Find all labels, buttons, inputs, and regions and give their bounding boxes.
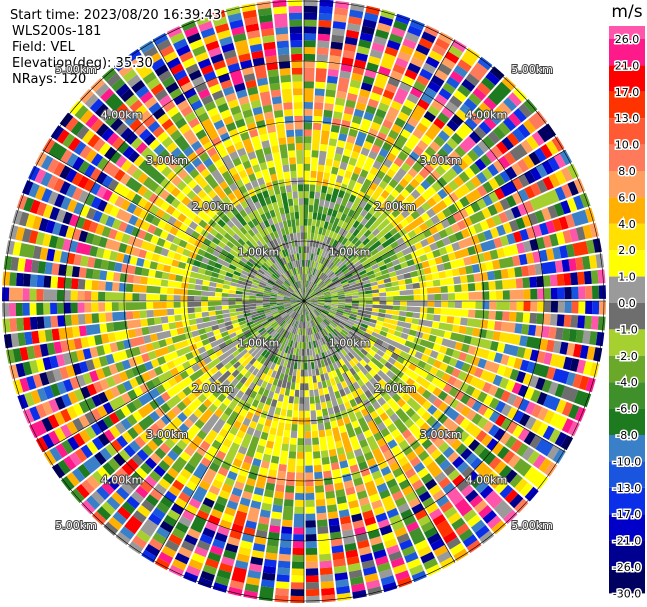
ring-label: 5.00km [511,63,553,76]
velocity-gates [8,0,607,569]
velocity-gates [2,6,579,576]
ring-label: 3.00km [146,154,188,167]
ring-label: 2.00km [374,200,416,213]
colorbar-band [609,223,645,251]
colorbar-tick-label: -17.0 [613,508,641,521]
colorbar-band [609,514,645,541]
colorbar-band [609,250,645,277]
ring-label: 2.00km [374,382,416,395]
ring-label: 1.00km [329,245,371,258]
ring-label: 1.00km [238,245,280,258]
ring-label: 4.00km [466,473,508,486]
colorbar-unit: m/s [611,2,642,22]
colorbar-band [609,567,645,594]
colorbar-band [609,461,645,488]
ring-label: 3.00km [146,428,188,441]
colorbar-tick-label: 17.0 [615,86,640,99]
start-time: Start time: 2023/08/20 16:39:43 [10,8,221,23]
ring-label: 4.00km [101,109,143,122]
colorbar-tick-label: 4.0 [618,218,636,231]
ring-label: 2.00km [192,200,234,213]
ring-label: 5.00km [511,519,553,532]
colorbar-tick-label: -26.0 [613,561,641,574]
colorbar-tick-label: -2.0 [616,350,637,363]
colorbar-band [609,435,645,462]
ring-label: 3.00km [420,428,462,441]
colorbar-band [609,540,645,567]
colorbar-tick-label: 10.0 [615,139,640,152]
colorbar-tick-label: -6.0 [616,403,637,416]
colorbar-tick-label: -13.0 [613,482,641,495]
colorbar-tick-label: 26.0 [615,33,640,46]
velocity-gates [3,7,606,593]
colorbar-tick-label: -1.0 [616,323,637,336]
field-name: Field: VEL [12,40,76,55]
colorbar-band [609,408,645,435]
colorbar-band [609,382,645,409]
ring-label: 1.00km [238,337,280,350]
colorbar-tick-label: -8.0 [616,429,637,442]
colorbar-tick-label: 13.0 [615,112,640,125]
colorbar-tick-label: 1.0 [618,271,636,284]
colorbar-band [609,171,645,198]
ring-label: 2.00km [192,382,234,395]
azimuth-spoke [42,149,566,453]
colorbar-band [609,26,645,39]
colorbar-tick-label: 0.0 [618,297,636,310]
colorbar-band [609,303,645,330]
colorbar-tick-label: -21.0 [613,535,641,548]
ring-label: 1.00km [329,337,371,350]
colorbar-band [609,197,645,224]
colorbar-tick-label: 6.0 [618,191,636,204]
colorbar-tick-label: -10.0 [613,455,641,468]
colorbar-tick-label: -4.0 [616,376,637,389]
ring-label: 4.00km [101,473,143,486]
elevation: Elevation(deg): 35.30 [12,56,153,71]
colorbar-tick-label: 2.0 [618,244,636,257]
colorbar-band [609,329,645,356]
velocity-gates [12,14,600,602]
velocity-gates [10,34,586,597]
ring-label: 5.00km [55,519,97,532]
colorbar-tick-label: 8.0 [618,165,636,178]
colorbar-band [609,65,645,92]
colorbar-band [609,487,645,515]
colorbar-band [609,118,645,145]
colorbar-band [609,39,645,66]
ring-label: 3.00km [420,154,462,167]
colorbar-band [609,144,645,171]
colorbar-band [609,276,645,303]
nrays: NRays: 120 [12,72,86,87]
site-name: WLS200s-181 [12,24,101,39]
velocity-gates [28,12,589,588]
colorbar-band [609,91,645,119]
colorbar-band [609,355,645,383]
ring-label: 4.00km [466,109,508,122]
velocity-gates [2,34,596,589]
ring-label: 5.00km [55,63,97,76]
colorbar-tick-label: -30.0 [613,587,641,600]
colorbar-tick-label: 21.0 [615,59,640,72]
